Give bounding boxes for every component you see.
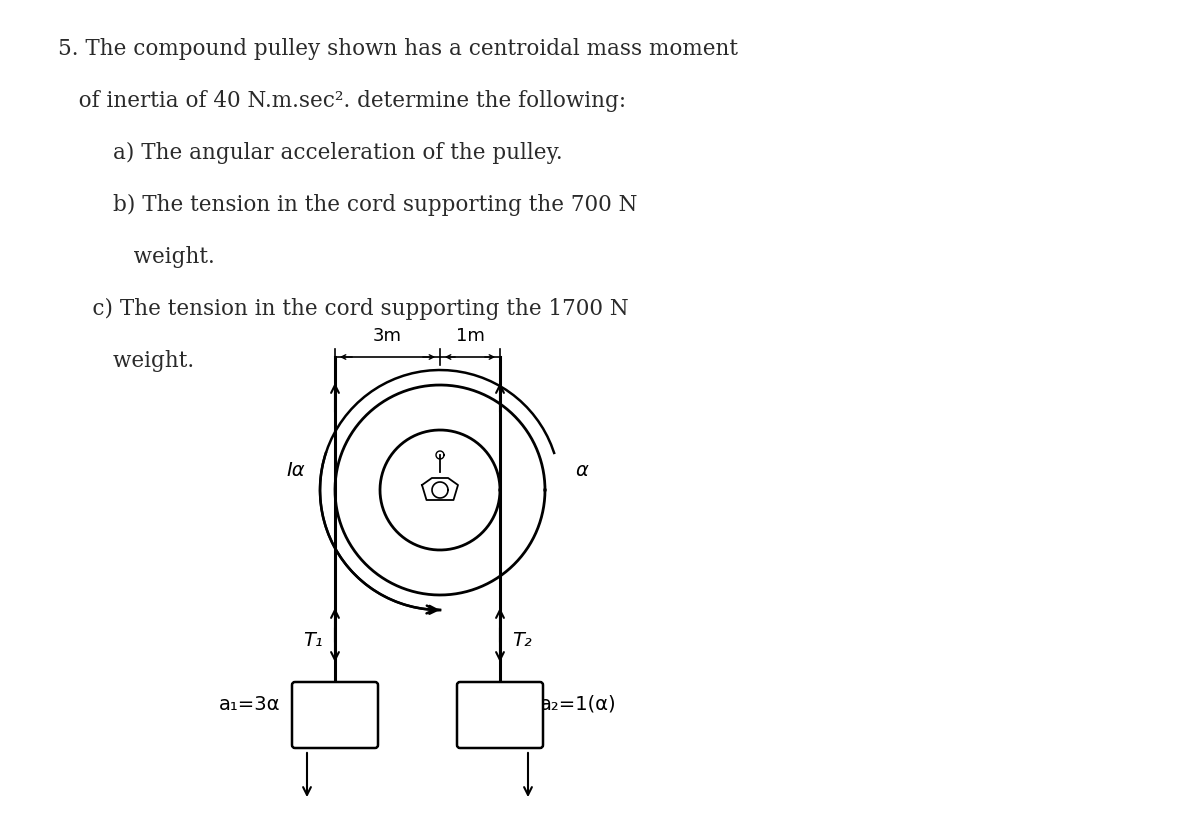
- Text: 1700 N: 1700 N: [467, 706, 533, 724]
- Text: b) The tension in the cord supporting the 700 N: b) The tension in the cord supporting th…: [58, 194, 637, 216]
- FancyBboxPatch shape: [457, 682, 542, 748]
- Text: T₁: T₁: [304, 630, 323, 649]
- Text: of inertia of 40 N.m.sec². determine the following:: of inertia of 40 N.m.sec². determine the…: [58, 90, 626, 112]
- Text: T₂: T₂: [512, 630, 532, 649]
- Text: weight.: weight.: [58, 246, 215, 268]
- Text: c) The tension in the cord supporting the 1700 N: c) The tension in the cord supporting th…: [58, 298, 629, 320]
- Text: a) The angular acceleration of the pulley.: a) The angular acceleration of the pulle…: [58, 142, 563, 164]
- Text: 5. The compound pulley shown has a centroidal mass moment: 5. The compound pulley shown has a centr…: [58, 38, 738, 60]
- Text: 700 N: 700 N: [308, 706, 362, 724]
- Text: a₂=1(α): a₂=1(α): [540, 695, 617, 714]
- Text: weight.: weight.: [58, 350, 194, 372]
- Text: 1m: 1m: [456, 327, 485, 345]
- FancyBboxPatch shape: [292, 682, 378, 748]
- Text: α: α: [575, 461, 588, 480]
- Text: a₁=3α: a₁=3α: [218, 695, 280, 714]
- Text: Iα: Iα: [287, 461, 305, 480]
- Text: 3m: 3m: [373, 327, 402, 345]
